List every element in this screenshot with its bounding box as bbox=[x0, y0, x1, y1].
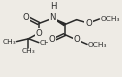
Text: H: H bbox=[50, 2, 57, 11]
Text: O: O bbox=[22, 13, 29, 22]
Text: N: N bbox=[50, 13, 56, 22]
Text: CH₃: CH₃ bbox=[22, 48, 35, 54]
Polygon shape bbox=[53, 18, 66, 25]
Text: O: O bbox=[48, 35, 55, 44]
Text: OCH₃: OCH₃ bbox=[100, 16, 120, 22]
Text: O: O bbox=[35, 29, 42, 38]
Text: CH₃: CH₃ bbox=[39, 40, 53, 46]
Text: O: O bbox=[73, 35, 80, 44]
Text: O: O bbox=[85, 19, 92, 28]
Text: CH₃: CH₃ bbox=[2, 39, 16, 45]
Text: OCH₃: OCH₃ bbox=[88, 42, 107, 48]
